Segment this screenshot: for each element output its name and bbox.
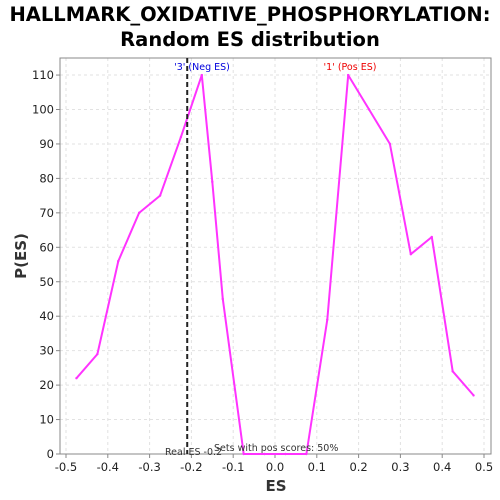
- y-tick-label: 60: [39, 240, 54, 254]
- y-tick-label: 110: [32, 68, 54, 82]
- neg-es-label: '3' (Neg ES): [174, 62, 230, 73]
- data-point: [158, 194, 162, 197]
- data-point: [367, 108, 371, 111]
- y-tick-label: 10: [39, 413, 54, 427]
- data-point: [211, 180, 214, 184]
- data-point: [137, 211, 141, 215]
- grid-lines: [60, 58, 491, 454]
- chart-title: HALLMARK_OXIDATIVE_PHOSPHORYLATION: Rand…: [0, 2, 500, 52]
- axis-ticks: 0 10 20 30 40 50 60 70 80 90 100 110 -0.5 -0.4 -0.3 -0.…: [32, 68, 493, 474]
- y-tick-label: 40: [39, 309, 54, 323]
- real-es-label: Real ES -0.2: [165, 447, 222, 458]
- x-tick-label: 0.1: [308, 460, 326, 474]
- data-point: [200, 73, 204, 77]
- x-tick-label: 0.2: [349, 460, 367, 474]
- data-point: [284, 452, 287, 456]
- data-point: [221, 297, 224, 301]
- x-tick-label: -0.2: [180, 460, 202, 474]
- data-point: [263, 452, 266, 456]
- x-axis-title: ES: [265, 477, 286, 495]
- data-point: [75, 377, 78, 380]
- x-tick-label: -0.4: [97, 460, 119, 474]
- pos-scores-label: Sets with pos scores: 50%: [214, 443, 338, 454]
- data-point: [96, 352, 99, 356]
- pos-es-label: '1' (Pos ES): [324, 62, 377, 73]
- y-tick-label: 80: [39, 171, 54, 185]
- x-tick-label: 0.3: [391, 460, 409, 474]
- x-tick-label: -0.1: [222, 460, 244, 474]
- data-point: [451, 370, 454, 373]
- x-tick-label: 0.5: [475, 460, 493, 474]
- chart-title-line-2: Random ES distribution: [120, 28, 380, 51]
- y-tick-label: 70: [39, 206, 54, 220]
- y-axis-title: P(ES): [12, 233, 30, 279]
- y-tick-label: 50: [39, 275, 54, 289]
- data-point: [179, 135, 183, 139]
- y-tick-label: 0: [47, 447, 54, 461]
- series-layer: [75, 73, 475, 456]
- data-point: [305, 452, 308, 456]
- data-point: [409, 252, 413, 256]
- y-tick-label: 100: [32, 103, 54, 117]
- chart-title-line-1: HALLMARK_OXIDATIVE_PHOSPHORYLATION:: [9, 3, 491, 26]
- y-tick-label: 20: [39, 378, 54, 392]
- data-point: [346, 73, 350, 77]
- data-point: [326, 318, 329, 321]
- y-tick-label: 30: [39, 344, 54, 358]
- x-tick-label: 0.0: [266, 460, 284, 474]
- data-point: [242, 452, 245, 456]
- annotations: '3' (Neg ES) '1' (Pos ES) Real ES -0.2Sets…: [165, 58, 376, 458]
- x-tick-label: 0.4: [433, 460, 451, 474]
- x-tick-label: -0.3: [138, 460, 160, 474]
- data-point: [117, 259, 120, 263]
- x-tick-label: -0.5: [55, 460, 77, 474]
- y-tick-label: 90: [39, 137, 54, 151]
- data-point: [388, 142, 392, 146]
- data-point: [430, 235, 433, 239]
- data-point: [472, 394, 475, 397]
